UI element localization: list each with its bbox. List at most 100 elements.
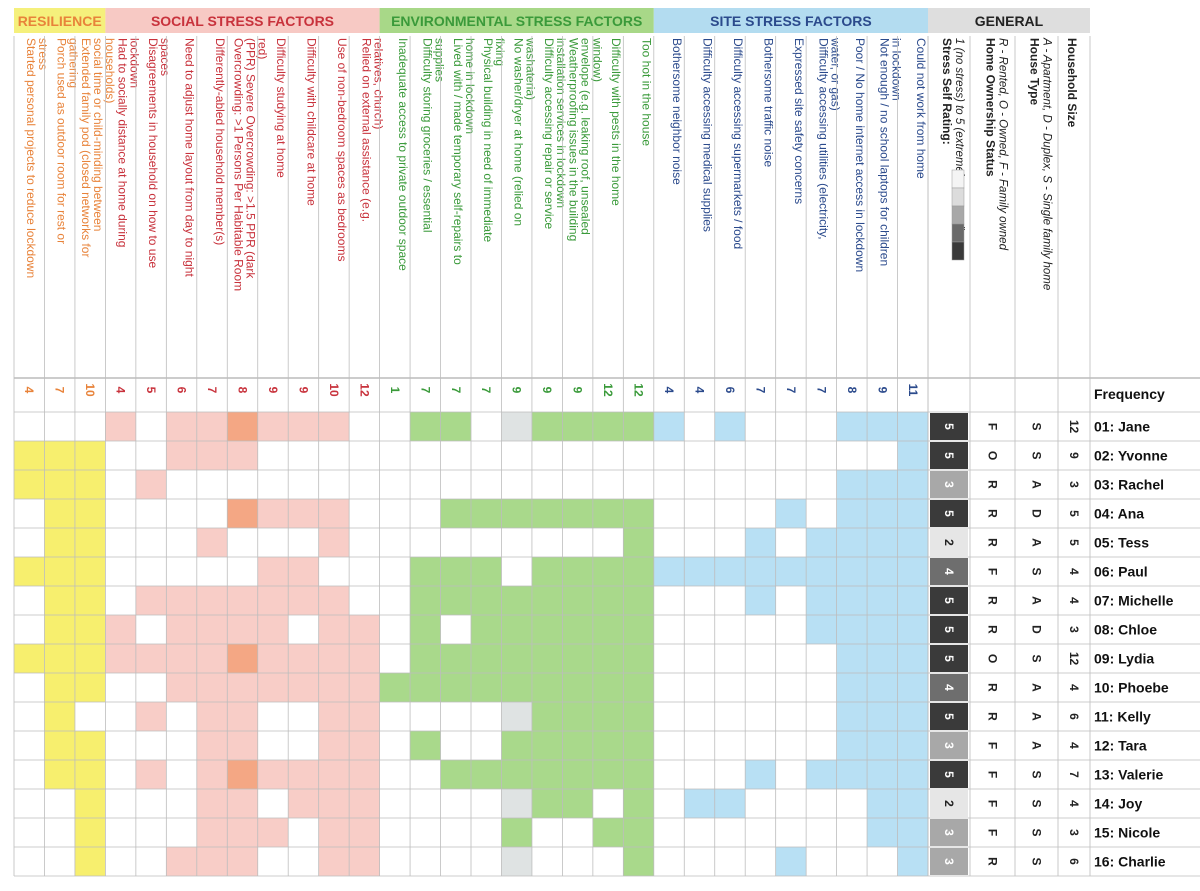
factor-cell bbox=[288, 586, 319, 615]
household-size-value: 6 bbox=[1067, 858, 1081, 865]
factor-cell bbox=[562, 673, 593, 702]
factor-label-line: lockdown bbox=[128, 38, 142, 88]
house-type-value: A bbox=[1030, 480, 1044, 489]
factor-cell bbox=[410, 412, 441, 441]
factor-cell bbox=[897, 644, 928, 673]
house-type-value: S bbox=[1030, 422, 1044, 430]
general-column-subtitle: R - Rented, O - Owned, F - Family owned bbox=[997, 38, 1009, 251]
factor-label-line: Porch used as outdoor room for rest or bbox=[55, 38, 69, 244]
factor-cell bbox=[684, 557, 715, 586]
stress-rating-cell bbox=[930, 645, 968, 672]
factor-cell bbox=[531, 644, 563, 673]
factor-cell bbox=[318, 702, 350, 731]
factor-cell bbox=[227, 818, 258, 847]
factor-cell bbox=[501, 818, 532, 847]
factor-label: Bothersome traffic noise bbox=[761, 38, 775, 168]
house-type-value: A bbox=[1030, 596, 1044, 605]
factor-cell bbox=[349, 789, 380, 818]
factor-cell bbox=[44, 673, 75, 702]
factor-cell bbox=[166, 673, 197, 702]
frequency-value: 4 bbox=[693, 387, 707, 394]
factor-label: Difficulty storing groceries / essential… bbox=[420, 38, 446, 233]
stress-rating-cell bbox=[930, 761, 968, 788]
frequency-value: 9 bbox=[540, 387, 554, 394]
factor-cell bbox=[318, 818, 350, 847]
factor-label: Difficulty with childcare at home bbox=[304, 38, 318, 206]
factor-cell bbox=[318, 528, 350, 557]
factor-label-line: envelope (e.g. leaking roof, unsealed bbox=[579, 38, 593, 235]
factor-label: Bothersome neighbor noise bbox=[670, 38, 684, 185]
factor-cell bbox=[867, 615, 898, 644]
factor-cell bbox=[196, 412, 228, 441]
stress-rating-cell bbox=[930, 500, 968, 527]
factor-cell bbox=[897, 615, 928, 644]
factor-label-line: Difficulty with pests in the home bbox=[609, 38, 623, 206]
house-type-value: A bbox=[1030, 712, 1044, 721]
house-type-value: A bbox=[1030, 683, 1044, 692]
factor-cell bbox=[471, 644, 502, 673]
group-header-label: SOCIAL STRESS FACTORS bbox=[151, 13, 334, 29]
factor-label-line: gathering bbox=[67, 38, 81, 88]
factor-label: Poor / No home internet access in lockdo… bbox=[853, 38, 867, 272]
factor-cell bbox=[867, 470, 898, 499]
stress-rating-cell bbox=[930, 674, 968, 701]
ownership-value: F bbox=[986, 829, 1000, 836]
factor-cell bbox=[318, 499, 350, 528]
factor-label-line: Physical building in need of immediate bbox=[481, 38, 495, 242]
factor-cell bbox=[440, 673, 471, 702]
factor-cell bbox=[166, 615, 197, 644]
frequency-value: 11 bbox=[906, 384, 920, 397]
factor-cell bbox=[836, 499, 868, 528]
stress-rating-value: 4 bbox=[942, 684, 956, 691]
factor-label-line: Could not work from home bbox=[914, 38, 928, 179]
group-header-label: SITE STRESS FACTORS bbox=[710, 13, 872, 29]
table-row: 5 R D 3 08: Chloe bbox=[44, 615, 1157, 644]
factor-cell bbox=[836, 412, 868, 441]
factor-label: Started personal projects to reduce lock… bbox=[24, 38, 50, 278]
factor-label: Had to socially distance at home duringl… bbox=[116, 38, 142, 247]
stress-rating-value: 2 bbox=[942, 539, 956, 546]
factor-cell bbox=[531, 412, 563, 441]
factor-label-line: (PPR) Severe Overcrowding: >1.5 PPR (dar… bbox=[244, 38, 258, 279]
house-type-value: S bbox=[1030, 799, 1044, 807]
factor-cell bbox=[623, 644, 654, 673]
factor-label-line: Need to adjust home layout from day to n… bbox=[183, 38, 197, 277]
factor-label-line: relatives, church) bbox=[371, 38, 385, 129]
household-name: 04: Ana bbox=[1094, 506, 1144, 522]
factor-cell bbox=[288, 499, 319, 528]
house-type-value: D bbox=[1030, 509, 1044, 518]
stress-rating-cell bbox=[930, 616, 968, 643]
factor-cell bbox=[318, 789, 350, 818]
ownership-value: F bbox=[986, 423, 1000, 430]
table-row: 5 O S 9 02: Yvonne bbox=[14, 441, 1168, 470]
stress-rating-value: 5 bbox=[942, 655, 956, 662]
factor-cell bbox=[806, 760, 837, 789]
table-row: 5 R D 5 04: Ana bbox=[44, 499, 1144, 528]
group-header-label: RESILIENCE bbox=[18, 13, 102, 29]
house-type-value: S bbox=[1030, 654, 1044, 662]
factor-cell bbox=[745, 557, 776, 586]
factor-cell bbox=[867, 731, 898, 760]
stress-legend-swatch bbox=[951, 187, 965, 207]
factor-cell bbox=[257, 412, 289, 441]
stress-rating-value: 3 bbox=[942, 742, 956, 749]
factor-cell bbox=[867, 557, 898, 586]
household-size-value: 4 bbox=[1067, 684, 1081, 691]
factor-label: Difficulty accessing medical supplies bbox=[701, 38, 715, 232]
general-column-subtitle: A - Apartment, D - Duplex, S - Single fa… bbox=[1041, 37, 1053, 290]
household-name: 09: Lydia bbox=[1094, 651, 1154, 667]
factor-label: Differently-abled household member(s) bbox=[213, 38, 227, 245]
factor-cell bbox=[227, 847, 258, 876]
factor-cell bbox=[836, 644, 868, 673]
factor-cell bbox=[196, 644, 228, 673]
factor-cell bbox=[318, 615, 350, 644]
factor-cell bbox=[562, 702, 593, 731]
factor-cell bbox=[166, 644, 197, 673]
frequency-value: 7 bbox=[205, 387, 219, 394]
factor-label-line: Inadequate access to private outdoor spa… bbox=[396, 38, 410, 271]
ownership-value: R bbox=[986, 538, 1000, 547]
table-row: 5 O S 12 09: Lydia bbox=[14, 644, 1154, 673]
factor-cell bbox=[74, 557, 106, 586]
factor-cell bbox=[349, 847, 380, 876]
table-row: 3 R S 6 16: Charlie bbox=[74, 847, 1166, 876]
